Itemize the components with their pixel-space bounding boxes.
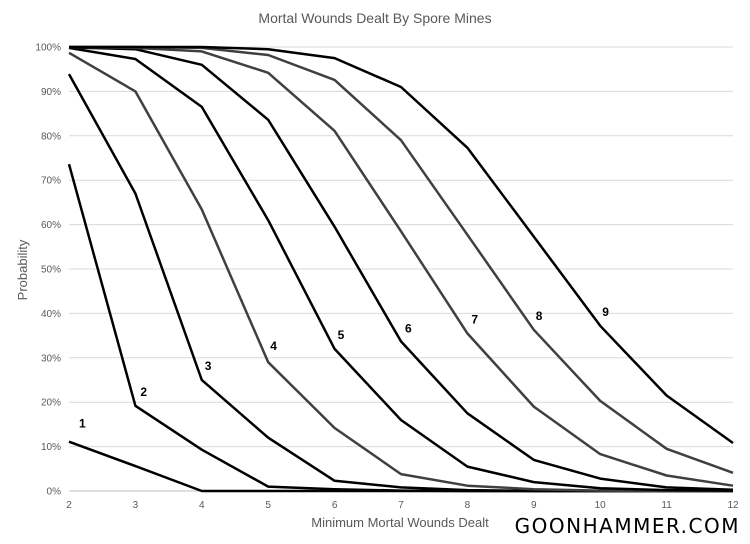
series-5-line: [68, 46, 734, 492]
series-9-label: 9: [602, 305, 609, 319]
series-9-line: [69, 45, 734, 445]
y-tick-label: 60%: [41, 220, 61, 231]
series-1-label: 1: [79, 417, 86, 431]
y-tick-label: 80%: [41, 131, 61, 142]
series-4-label: 4: [270, 339, 277, 353]
y-axis-ticks: 0% 10% 20% 30% 40% 50% 60% 70% 80% 90% 100%: [35, 43, 61, 498]
x-tick-label: 12: [727, 500, 739, 511]
chart-title: Mortal Wounds Dealt By Spore Mines: [258, 10, 491, 26]
series-8-line: [69, 45, 734, 474]
series-labels: 1 2 3 4 5 6 7 8 9: [79, 305, 609, 431]
series-2-line: [67, 163, 733, 493]
y-tick-label: 100%: [35, 43, 61, 54]
x-tick-label: 4: [199, 500, 205, 511]
x-tick-label: 9: [531, 500, 537, 511]
x-tick-label: 5: [265, 500, 271, 511]
y-tick-label: 90%: [41, 87, 61, 98]
y-tick-label: 30%: [41, 353, 61, 364]
series-2-label: 2: [140, 385, 147, 399]
x-tick-label: 7: [398, 500, 404, 511]
x-tick-label: 8: [465, 500, 471, 511]
series-4-line: [68, 51, 733, 493]
y-tick-label: 10%: [41, 442, 61, 453]
series-6-line: [68, 46, 734, 491]
series-5-label: 5: [338, 328, 345, 342]
series-lines: [67, 45, 734, 493]
brand-logo: GOONHAMMER.COM: [514, 514, 740, 538]
x-axis-label: Minimum Mortal Wounds Dealt: [311, 515, 489, 530]
y-tick-label: 70%: [41, 176, 61, 187]
series-6-label: 6: [405, 321, 412, 335]
series-7-line: [68, 45, 734, 487]
series-3-label: 3: [205, 359, 212, 373]
x-tick-label: 10: [595, 500, 607, 511]
y-axis-label: Probability: [15, 239, 30, 300]
x-axis-ticks: 2 3 4 5 6 7 8 9 10 11 12: [66, 500, 739, 511]
x-tick-label: 2: [66, 500, 72, 511]
y-tick-label: 0%: [47, 487, 62, 498]
y-tick-label: 50%: [41, 265, 61, 276]
series-7-label: 7: [471, 312, 478, 326]
y-tick-label: 40%: [41, 309, 61, 320]
x-tick-label: 6: [332, 500, 338, 511]
y-tick-label: 20%: [41, 398, 61, 409]
series-8-label: 8: [536, 309, 543, 323]
x-tick-label: 3: [133, 500, 139, 511]
x-tick-label: 11: [661, 500, 672, 511]
